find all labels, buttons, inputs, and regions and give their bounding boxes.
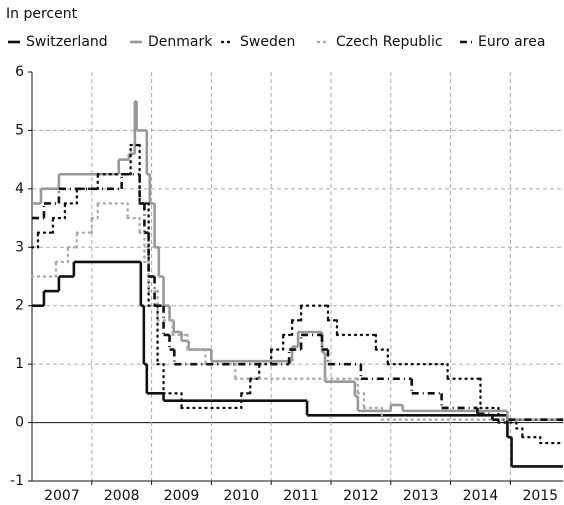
chart-title: In percent	[6, 6, 78, 22]
x-tick-label: 2012	[343, 488, 379, 504]
y-tick-label: 5	[15, 122, 24, 138]
y-tick-label: 3	[15, 239, 24, 255]
x-tick-label: 2015	[522, 488, 558, 504]
y-tick-label: 1	[15, 356, 24, 372]
x-tick-label: 2014	[463, 488, 499, 504]
y-tick-label: 6	[15, 64, 24, 80]
series-3	[30, 202, 564, 421]
y-tick-label: 0	[15, 415, 24, 431]
x-tick-label: 2011	[283, 488, 319, 504]
series-1	[32, 99, 563, 421]
x-tick-label: 2010	[223, 488, 259, 504]
x-tick-label: 2013	[403, 488, 439, 504]
y-tick-label: 2	[15, 298, 24, 314]
y-tick-label: 4	[15, 181, 24, 197]
legend-label: Sweden	[240, 34, 295, 50]
legend-label: Euro area	[478, 34, 545, 50]
x-tick-label: 2007	[44, 488, 80, 504]
legend-label: Denmark	[148, 34, 213, 50]
series-0	[32, 260, 563, 468]
y-tick-label: -1	[10, 473, 24, 489]
series-4	[32, 172, 563, 421]
x-tick-label: 2009	[164, 488, 200, 504]
x-tick-label: 2008	[104, 488, 140, 504]
legend-label: Switzerland	[26, 34, 108, 50]
legend-label: Czech Republic	[336, 34, 443, 50]
